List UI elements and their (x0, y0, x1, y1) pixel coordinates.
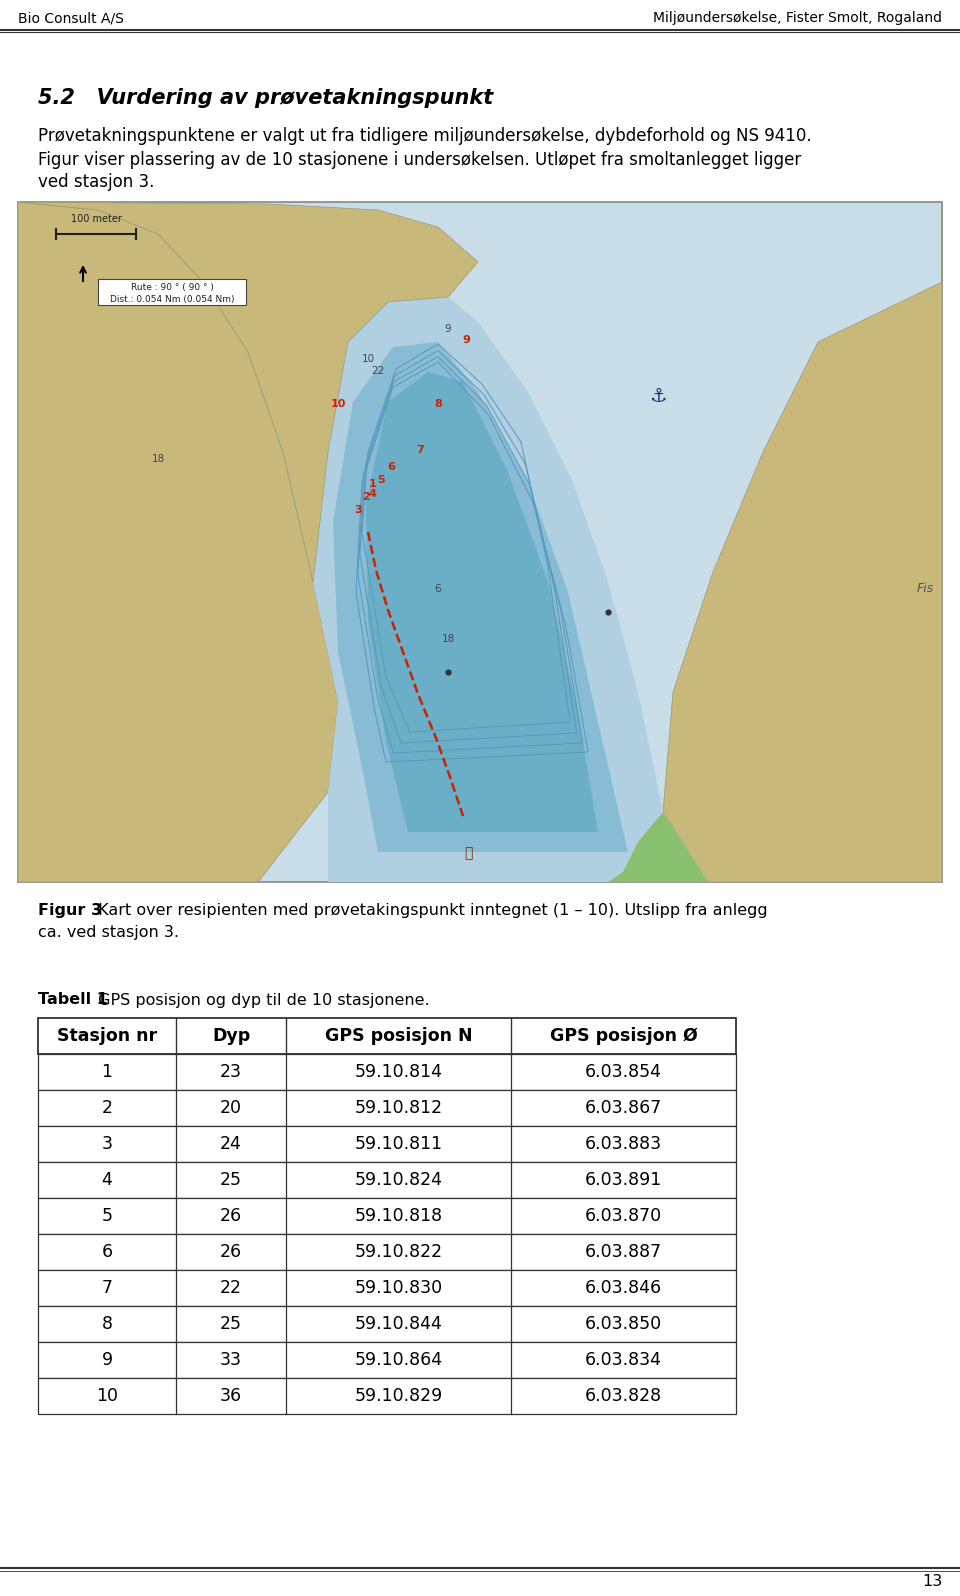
Text: 59.10.829: 59.10.829 (354, 1387, 443, 1404)
Text: 59.10.814: 59.10.814 (354, 1063, 443, 1080)
Text: 6.03.846: 6.03.846 (585, 1278, 662, 1298)
Text: 2: 2 (362, 492, 370, 503)
Text: 2: 2 (102, 1100, 112, 1117)
Text: 36: 36 (220, 1387, 242, 1404)
Text: Bio Consult A/S: Bio Consult A/S (18, 11, 124, 26)
Bar (98, 279, 246, 305)
Text: 59.10.824: 59.10.824 (354, 1171, 443, 1189)
Text: ⛓: ⛓ (464, 846, 472, 860)
Text: 3: 3 (102, 1135, 112, 1152)
Text: Tabell 1: Tabell 1 (38, 993, 108, 1007)
Text: 26: 26 (220, 1207, 242, 1226)
Text: 24: 24 (220, 1135, 242, 1152)
Bar (38, 1234, 736, 1270)
Text: 59.10.811: 59.10.811 (354, 1135, 443, 1152)
Text: 6.03.834: 6.03.834 (585, 1350, 662, 1369)
Text: ved stasjon 3.: ved stasjon 3. (38, 172, 155, 192)
Bar (38, 1199, 736, 1234)
Text: 59.10.844: 59.10.844 (354, 1315, 443, 1333)
Text: 5: 5 (377, 476, 385, 485)
Text: 59.10.864: 59.10.864 (354, 1350, 443, 1369)
Polygon shape (313, 297, 708, 883)
Text: GPS posisjon Ø: GPS posisjon Ø (550, 1026, 697, 1045)
Text: 6.03.867: 6.03.867 (585, 1100, 662, 1117)
Text: 25: 25 (220, 1315, 242, 1333)
Text: 25: 25 (220, 1171, 242, 1189)
Text: 10: 10 (330, 399, 346, 409)
Text: Stasjon nr: Stasjon nr (57, 1026, 157, 1045)
Text: 22: 22 (372, 365, 385, 377)
Text: Kart over resipienten med prøvetakingspunkt inntegnet (1 – 10). Utslipp fra anle: Kart over resipienten med prøvetakingspu… (93, 902, 768, 918)
Text: 6.03.828: 6.03.828 (585, 1387, 662, 1404)
Text: 5: 5 (102, 1207, 112, 1226)
Bar (38, 1090, 736, 1127)
Text: Figur 3: Figur 3 (38, 902, 102, 918)
Bar (38, 1127, 736, 1162)
Text: 6.03.883: 6.03.883 (585, 1135, 662, 1152)
Text: 6: 6 (435, 584, 442, 594)
Text: 59.10.818: 59.10.818 (354, 1207, 443, 1226)
Text: 13: 13 (922, 1575, 942, 1590)
Text: 5.2   Vurdering av prøvetakningspunkt: 5.2 Vurdering av prøvetakningspunkt (38, 88, 493, 109)
Polygon shape (366, 372, 598, 832)
Text: 6.03.891: 6.03.891 (585, 1171, 662, 1189)
Text: 4: 4 (102, 1171, 112, 1189)
Text: Fis: Fis (917, 583, 934, 595)
Text: 7: 7 (416, 445, 424, 455)
Text: 3: 3 (354, 504, 362, 516)
Text: Miljøundersøkelse, Fister Smolt, Rogaland: Miljøundersøkelse, Fister Smolt, Rogalan… (653, 11, 942, 26)
Text: Figur viser plassering av de 10 stasjonene i undersøkelsen. Utløpet fra smoltanl: Figur viser plassering av de 10 stasjone… (38, 152, 802, 169)
Text: Dist.: 0.054 Nm (0.054 Nm): Dist.: 0.054 Nm (0.054 Nm) (109, 295, 234, 303)
Text: 4: 4 (368, 488, 376, 500)
Text: 10: 10 (361, 354, 374, 364)
Text: Dyp: Dyp (212, 1026, 251, 1045)
Text: 6.03.850: 6.03.850 (585, 1315, 662, 1333)
Text: 20: 20 (220, 1100, 242, 1117)
Bar (38, 1053, 736, 1090)
Text: 6.03.854: 6.03.854 (585, 1063, 662, 1080)
Polygon shape (663, 203, 942, 883)
Text: 9: 9 (444, 324, 451, 334)
Text: 18: 18 (442, 634, 455, 645)
Text: 9: 9 (462, 335, 470, 345)
Bar (38, 1342, 736, 1377)
Text: 22: 22 (220, 1278, 242, 1298)
Bar (18, 203, 942, 883)
Bar (38, 1270, 736, 1306)
Text: 1: 1 (370, 479, 377, 488)
Text: 8: 8 (434, 399, 442, 409)
Polygon shape (333, 342, 628, 852)
Text: 1: 1 (102, 1063, 112, 1080)
Text: 23: 23 (220, 1063, 242, 1080)
Text: 59.10.822: 59.10.822 (354, 1243, 443, 1261)
Text: 6: 6 (102, 1243, 112, 1261)
Text: 7: 7 (102, 1278, 112, 1298)
Bar (38, 1306, 736, 1342)
Text: 8: 8 (102, 1315, 112, 1333)
Text: 10: 10 (96, 1387, 118, 1404)
Text: Prøvetakningspunktene er valgt ut fra tidligere miljøundersøkelse, dybdeforhold : Prøvetakningspunktene er valgt ut fra ti… (38, 128, 811, 145)
Text: 26: 26 (220, 1243, 242, 1261)
Bar (38, 1377, 736, 1414)
Text: Rute : 90 ° ( 90 ° ): Rute : 90 ° ( 90 ° ) (131, 282, 213, 292)
Polygon shape (18, 203, 338, 883)
Text: ⚓: ⚓ (649, 386, 667, 405)
Text: ca. ved stasjon 3.: ca. ved stasjon 3. (38, 924, 179, 940)
Text: 6: 6 (387, 461, 395, 472)
Bar (38, 1018, 736, 1053)
Text: 6.03.887: 6.03.887 (585, 1243, 662, 1261)
Text: 9: 9 (102, 1350, 112, 1369)
Polygon shape (608, 812, 708, 883)
Text: 18: 18 (152, 453, 164, 464)
Text: GPS posisjon og dyp til de 10 stasjonene.: GPS posisjon og dyp til de 10 stasjonene… (93, 993, 430, 1007)
Text: GPS posisjon N: GPS posisjon N (324, 1026, 472, 1045)
Bar (38, 1162, 736, 1199)
Polygon shape (18, 203, 478, 583)
Text: 33: 33 (220, 1350, 242, 1369)
Text: 59.10.830: 59.10.830 (354, 1278, 443, 1298)
Text: 6.03.870: 6.03.870 (585, 1207, 662, 1226)
Text: 59.10.812: 59.10.812 (354, 1100, 443, 1117)
Text: 100 meter: 100 meter (71, 214, 121, 223)
